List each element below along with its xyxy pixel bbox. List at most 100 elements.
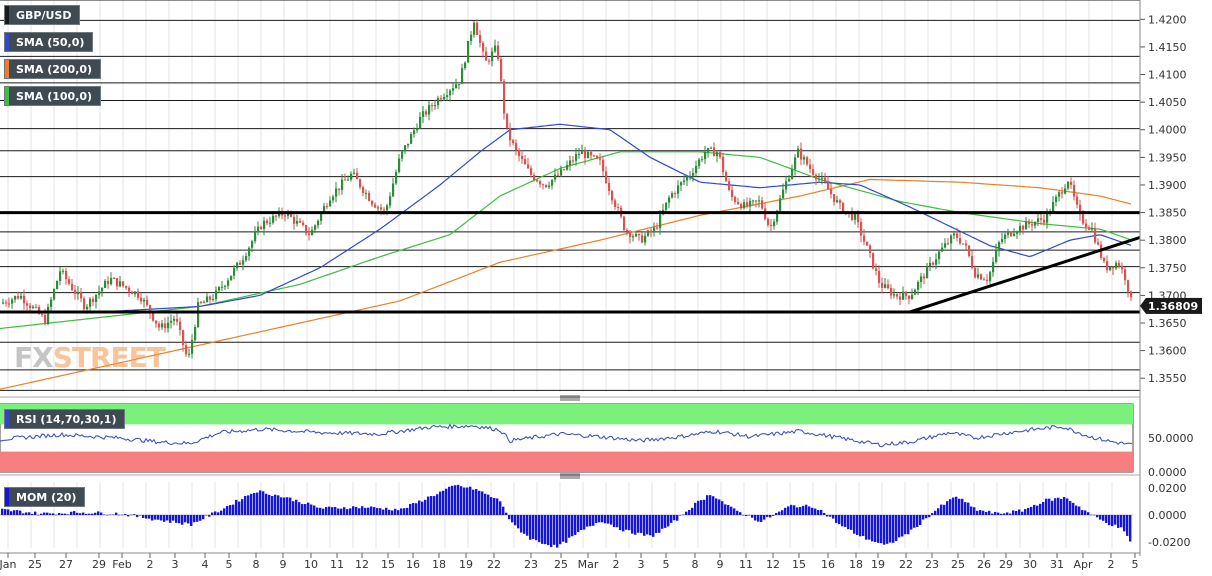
- mom-bar: [871, 515, 874, 542]
- legend-mom[interactable]: MOM (20): [4, 487, 86, 507]
- candle-body: [1103, 258, 1106, 262]
- legend-sma50[interactable]: SMA (50,0): [4, 32, 94, 52]
- candle-body: [416, 128, 419, 131]
- mom-bar: [409, 503, 412, 515]
- price-tick-label: 1.4000: [1148, 124, 1187, 137]
- candle-body: [98, 291, 101, 295]
- candle-body: [1022, 225, 1025, 230]
- candle: [632, 233, 635, 242]
- candle-body: [542, 184, 545, 186]
- panel-resize-handles[interactable]: [560, 395, 580, 479]
- mom-bar: [832, 515, 835, 519]
- mom-bar: [838, 515, 841, 525]
- candle-body: [467, 40, 470, 63]
- candle: [572, 155, 575, 165]
- mom-bar: [1069, 501, 1072, 515]
- candle: [1013, 227, 1016, 237]
- mom-bar: [97, 511, 100, 515]
- candle-body: [1028, 221, 1031, 225]
- time-tick-label: 25: [28, 558, 42, 571]
- candle-body: [575, 154, 578, 161]
- candle: [611, 189, 614, 205]
- mom-bar: [742, 514, 745, 516]
- mom-bar: [925, 515, 928, 519]
- mom-bar: [277, 495, 280, 515]
- mom-bar: [610, 515, 613, 525]
- mom-bar: [319, 507, 322, 515]
- candle-body: [152, 313, 155, 321]
- candle-body: [158, 323, 161, 328]
- candle: [464, 61, 467, 71]
- candle: [233, 265, 236, 280]
- mom-bar: [172, 515, 175, 521]
- candle-body: [641, 235, 644, 243]
- candle: [446, 88, 449, 102]
- time-tick-label: 8: [692, 558, 699, 571]
- candle: [896, 293, 899, 300]
- candle: [440, 95, 443, 102]
- candle-body: [695, 165, 698, 174]
- mom-bar: [631, 515, 634, 534]
- candle: [506, 113, 509, 131]
- candle: [950, 234, 953, 250]
- candle-body: [554, 174, 557, 180]
- candle: [194, 324, 197, 344]
- time-tick-label: 16: [406, 558, 420, 571]
- candle-body: [221, 286, 224, 288]
- candle-body: [260, 226, 263, 230]
- mom-bar: [292, 501, 295, 515]
- candle-body: [920, 276, 923, 283]
- candle: [341, 173, 344, 195]
- legend-sma100[interactable]: SMA (100,0): [4, 86, 102, 106]
- candle-body: [386, 205, 389, 211]
- candle-body: [470, 34, 473, 41]
- mom-bar: [448, 486, 451, 515]
- mom-bar: [496, 498, 499, 515]
- candle-body: [890, 288, 893, 296]
- candle: [1004, 231, 1007, 244]
- mom-bar: [469, 486, 472, 515]
- candle: [929, 256, 932, 272]
- candle: [206, 293, 209, 303]
- mom-bar: [532, 515, 535, 540]
- last-price-box: [1146, 297, 1202, 314]
- mom-bar: [802, 505, 805, 515]
- mom-bar: [613, 515, 616, 528]
- mom-bar: [127, 515, 130, 517]
- mom-bar: [256, 492, 259, 515]
- candle-body: [881, 282, 884, 288]
- candle-body: [95, 294, 98, 302]
- time-tick-label: 30: [1023, 558, 1037, 571]
- candle: [104, 279, 107, 289]
- mom-bar: [583, 515, 586, 530]
- candle-body: [773, 221, 776, 227]
- mom-bar: [757, 515, 760, 522]
- candle: [1007, 228, 1010, 239]
- candle: [176, 312, 179, 326]
- candle: [422, 105, 425, 124]
- legend-symbol[interactable]: GBP/USD: [4, 5, 81, 25]
- candle: [668, 195, 671, 209]
- mom-bar: [769, 515, 772, 518]
- mom-bar: [142, 515, 145, 518]
- time-tick-label: 25: [554, 558, 568, 571]
- legend-rsi[interactable]: RSI (14,70,30,1): [4, 409, 126, 429]
- mom-bar: [991, 513, 994, 515]
- candle: [347, 175, 350, 181]
- mom-bar: [859, 515, 862, 537]
- candle: [1127, 279, 1130, 298]
- mom-bar: [205, 515, 208, 516]
- candle: [467, 40, 470, 63]
- candle-body: [446, 95, 449, 97]
- mom-bar: [187, 515, 190, 524]
- candle: [428, 100, 431, 121]
- candle-body: [917, 282, 920, 290]
- time-tick-label: 2: [1108, 558, 1115, 571]
- candle: [761, 196, 764, 210]
- candle-body: [1037, 218, 1040, 222]
- candle: [623, 215, 626, 232]
- legend-sma200[interactable]: SMA (200,0): [4, 59, 102, 79]
- candle: [512, 138, 515, 146]
- candle-body: [548, 185, 551, 188]
- candle-body: [827, 182, 830, 190]
